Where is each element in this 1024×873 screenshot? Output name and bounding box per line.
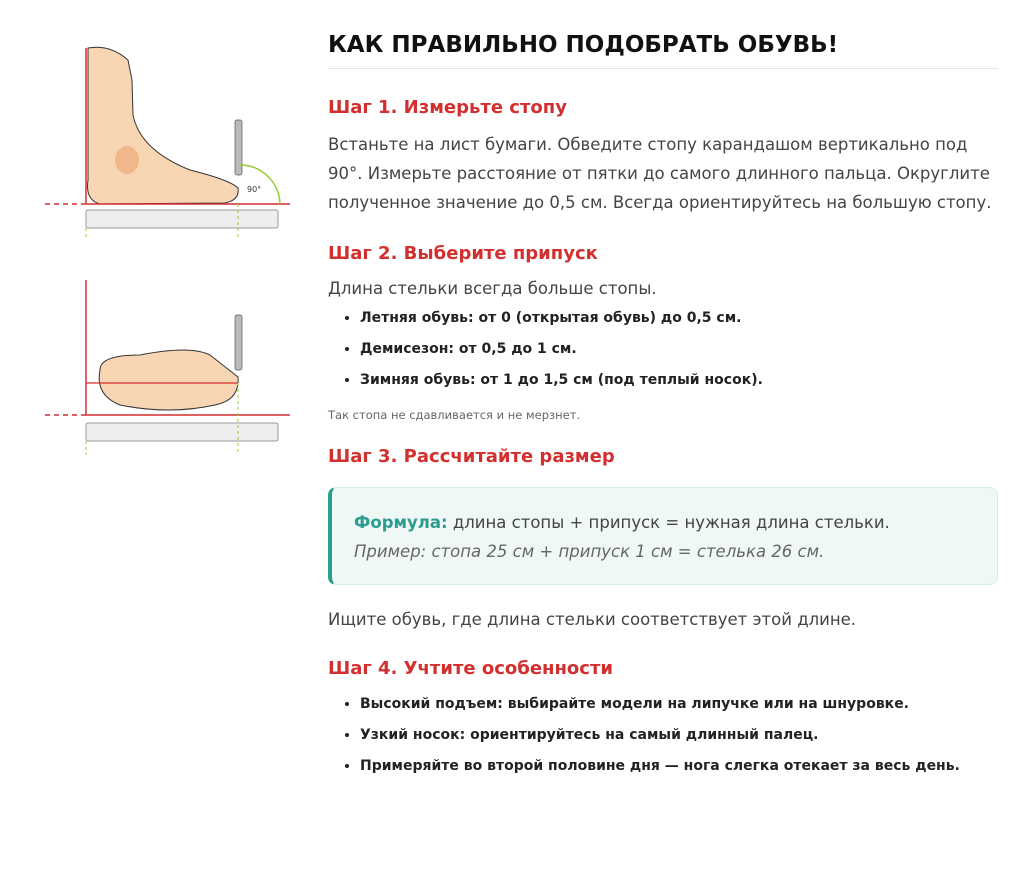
step-3-heading: Шаг 3. Рассчитайте размер [328,446,615,467]
ruler [85,209,279,229]
foot-side [87,46,239,205]
pencil-icon [234,119,243,176]
step-2-heading: Шаг 2. Выберите припуск [328,243,598,264]
list-item: Узкий носок: ориентируйтесь на самый дли… [360,720,998,751]
pencil-icon [234,314,243,371]
page-title: КАК ПРАВИЛЬНО ПОДОБРАТЬ ОБУВЬ! [328,32,998,69]
formula-label: Формула: [354,513,448,532]
features-list: Высокий подъем: выбирайте модели на липу… [328,689,998,782]
foot-side-view-illustration: 90° [45,46,290,240]
allowance-list: Летняя обувь: от 0 (открытая обувь) до 0… [328,303,998,396]
step-2-text: Длина стельки всегда больше стопы. [328,279,657,298]
list-item: Примеряйте во второй половине дня — нога… [360,751,998,782]
foot-sole-view-illustration [45,280,290,455]
main-content: КАК ПРАВИЛЬНО ПОДОБРАТЬ ОБУВЬ! Шаг 1. Из… [328,32,998,782]
ruler [85,422,279,442]
step-1-heading: Шаг 1. Измерьте стопу [328,97,567,118]
step-1-text: Встаньте на лист бумаги. Обведите стопу … [328,135,992,212]
list-item: Летняя обувь: от 0 (открытая обувь) до 0… [360,303,998,334]
step-3-text: Ищите обувь, где длина стельки соответст… [328,610,857,629]
list-item: Высокий подъем: выбирайте модели на липу… [360,689,998,720]
formula-box: Формула: длина стопы + припуск = нужная … [328,487,998,585]
step-4-heading: Шаг 4. Учтите особенности [328,658,614,679]
formula-text: длина стопы + припуск = нужная длина сте… [452,513,890,532]
list-item: Демисезон: от 0,5 до 1 см. [360,334,998,365]
step-2-note: Так стопа не сдавливается и не мерзнет. [328,408,581,422]
list-item: Зимняя обувь: от 1 до 1,5 см (под теплый… [360,365,998,396]
angle-label: 90° [247,185,261,194]
foot-sole [98,349,239,411]
formula-example: Пример: стопа 25 см + припуск 1 см = сте… [354,542,825,561]
